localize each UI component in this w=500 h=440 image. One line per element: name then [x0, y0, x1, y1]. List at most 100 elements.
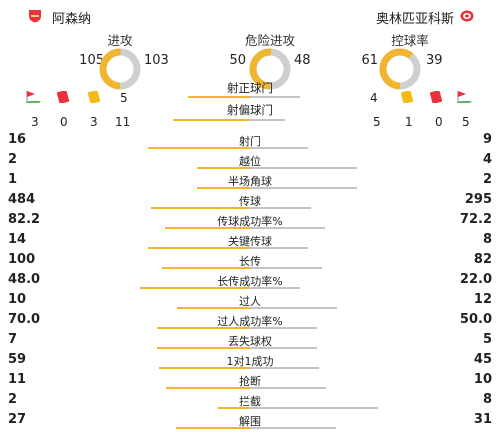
- stat-home-bar: [218, 407, 250, 409]
- stat-row: 70.0 过人成功率% 50.0: [0, 310, 500, 331]
- stat-label: 射门: [239, 135, 261, 148]
- stat-away-bar: [250, 327, 317, 329]
- stat-away-value: 8: [482, 232, 492, 247]
- stat-bar: [0, 287, 500, 289]
- shots-on-home-value: 5: [120, 91, 128, 105]
- red-card-icon: [57, 91, 69, 103]
- stat-home-bar: [156, 327, 250, 329]
- stat-away-bar: [250, 187, 357, 189]
- donut-home-value: 61: [361, 53, 378, 68]
- stat-row: 1 半场角球 2: [0, 170, 500, 191]
- stat-bar: [0, 187, 500, 189]
- corner-flag-icon: [25, 91, 41, 103]
- stat-away-bar: [250, 227, 325, 229]
- stat-label: 关键传球: [228, 235, 272, 248]
- stat-away-value: 10: [473, 372, 492, 387]
- stat-away-value: 22.0: [459, 272, 492, 287]
- stat-home-value: 2: [8, 152, 18, 167]
- stat-away-value: 82: [473, 252, 492, 267]
- stat-home-value: 7: [8, 332, 18, 347]
- shots-on-bar: [0, 96, 500, 98]
- stat-bar: [0, 387, 500, 389]
- shots-on-home-bar: [187, 96, 250, 98]
- stat-bar: [0, 147, 500, 149]
- stat-home-value: 48.0: [8, 272, 41, 287]
- away-corners-count: 5: [462, 115, 470, 129]
- stat-away-value: 31: [473, 412, 492, 427]
- stat-row: 10 过人 12: [0, 290, 500, 311]
- donut-home-value: 50: [229, 53, 246, 68]
- stat-label: 传球: [239, 195, 261, 208]
- shots-on-away-bar: [250, 96, 300, 98]
- stat-label: 长传成功率%: [217, 275, 283, 288]
- stat-home-value: 82.2: [8, 212, 41, 227]
- stat-home-bar: [177, 307, 250, 309]
- stat-home-value: 100: [8, 252, 36, 267]
- stat-away-value: 4: [482, 152, 492, 167]
- stat-row: 2 越位 4: [0, 150, 500, 171]
- stat-label: 解围: [239, 415, 261, 428]
- stat-away-bar: [250, 287, 301, 289]
- shots-off-target-label: 射偏球门: [227, 103, 273, 117]
- stat-away-bar: [250, 407, 378, 409]
- stat-label: 传球成功率%: [217, 215, 283, 228]
- stat-row: 59 1对1成功 45: [0, 350, 500, 371]
- stat-away-value: 45: [473, 352, 492, 367]
- donut-attacks: 进攻 105 103: [40, 30, 200, 90]
- donut-dangerous-attacks: 危险进攻 50 48: [190, 30, 350, 90]
- olympiacos-crest-icon: [460, 10, 474, 22]
- stat-label: 长传: [239, 255, 261, 268]
- stat-row: 7 丢失球权 5: [0, 330, 500, 351]
- stat-home-value: 14: [8, 232, 27, 247]
- stat-away-value: 5: [482, 332, 492, 347]
- stat-home-bar: [150, 207, 250, 209]
- stat-row: 16 射门 9: [0, 130, 500, 151]
- yellow-card-icon: [88, 91, 100, 103]
- away-team-name[interactable]: 奥林匹亚科斯: [375, 12, 454, 27]
- home-team-name[interactable]: 阿森纳: [52, 12, 92, 27]
- stat-row: 48.0 长传成功率% 22.0: [0, 270, 500, 291]
- shots-off-away-bar: [250, 119, 285, 121]
- stat-bar: [0, 407, 500, 409]
- stat-label: 过人成功率%: [217, 315, 283, 328]
- stat-away-value: 9: [482, 132, 492, 147]
- stat-home-bar: [175, 427, 250, 429]
- stat-bar: [0, 427, 500, 429]
- donut-possession: 控球率 61 39: [330, 30, 490, 90]
- stat-row: 11 抢断 10: [0, 370, 500, 391]
- stat-home-bar: [159, 367, 250, 369]
- stat-away-bar: [250, 247, 309, 249]
- donut-title: 危险进攻: [244, 33, 295, 48]
- stat-home-bar: [196, 167, 250, 169]
- stat-row: 100 长传 82: [0, 250, 500, 271]
- stat-away-bar: [250, 427, 336, 429]
- shots-off-home-bar: [173, 119, 250, 121]
- stat-away-bar: [250, 307, 338, 309]
- stat-row: 27 解围 31: [0, 410, 500, 431]
- red-card-icon: [430, 91, 442, 103]
- donut-away-value: 48: [294, 53, 311, 68]
- match-header: 阿森纳 奥林匹亚科斯: [0, 0, 500, 28]
- stat-home-bar: [166, 387, 250, 389]
- home-yellow-count: 3: [90, 115, 98, 129]
- donut-home-arc: [379, 48, 421, 90]
- stat-home-bar: [148, 247, 250, 249]
- shots-off-away-value: 5: [373, 115, 381, 129]
- stat-bar: [0, 167, 500, 169]
- stat-home-bar: [164, 227, 250, 229]
- stat-label: 丢失球权: [228, 335, 272, 348]
- stat-home-value: 484: [8, 192, 36, 207]
- stat-home-value: 27: [8, 412, 27, 427]
- stat-home-value: 1: [8, 172, 18, 187]
- donut-away-value: 39: [426, 53, 443, 68]
- stat-row: 484 传球 295: [0, 190, 500, 211]
- donut-ring: [379, 48, 421, 90]
- stat-label: 越位: [239, 155, 261, 168]
- donut-home-value: 105: [79, 53, 104, 68]
- stat-home-value: 59: [8, 352, 27, 367]
- stat-away-bar: [250, 387, 327, 389]
- donut-title: 进攻: [107, 33, 133, 48]
- home-red-count: 0: [60, 115, 68, 129]
- stat-label: 拦截: [239, 395, 261, 408]
- stat-away-bar: [250, 267, 323, 269]
